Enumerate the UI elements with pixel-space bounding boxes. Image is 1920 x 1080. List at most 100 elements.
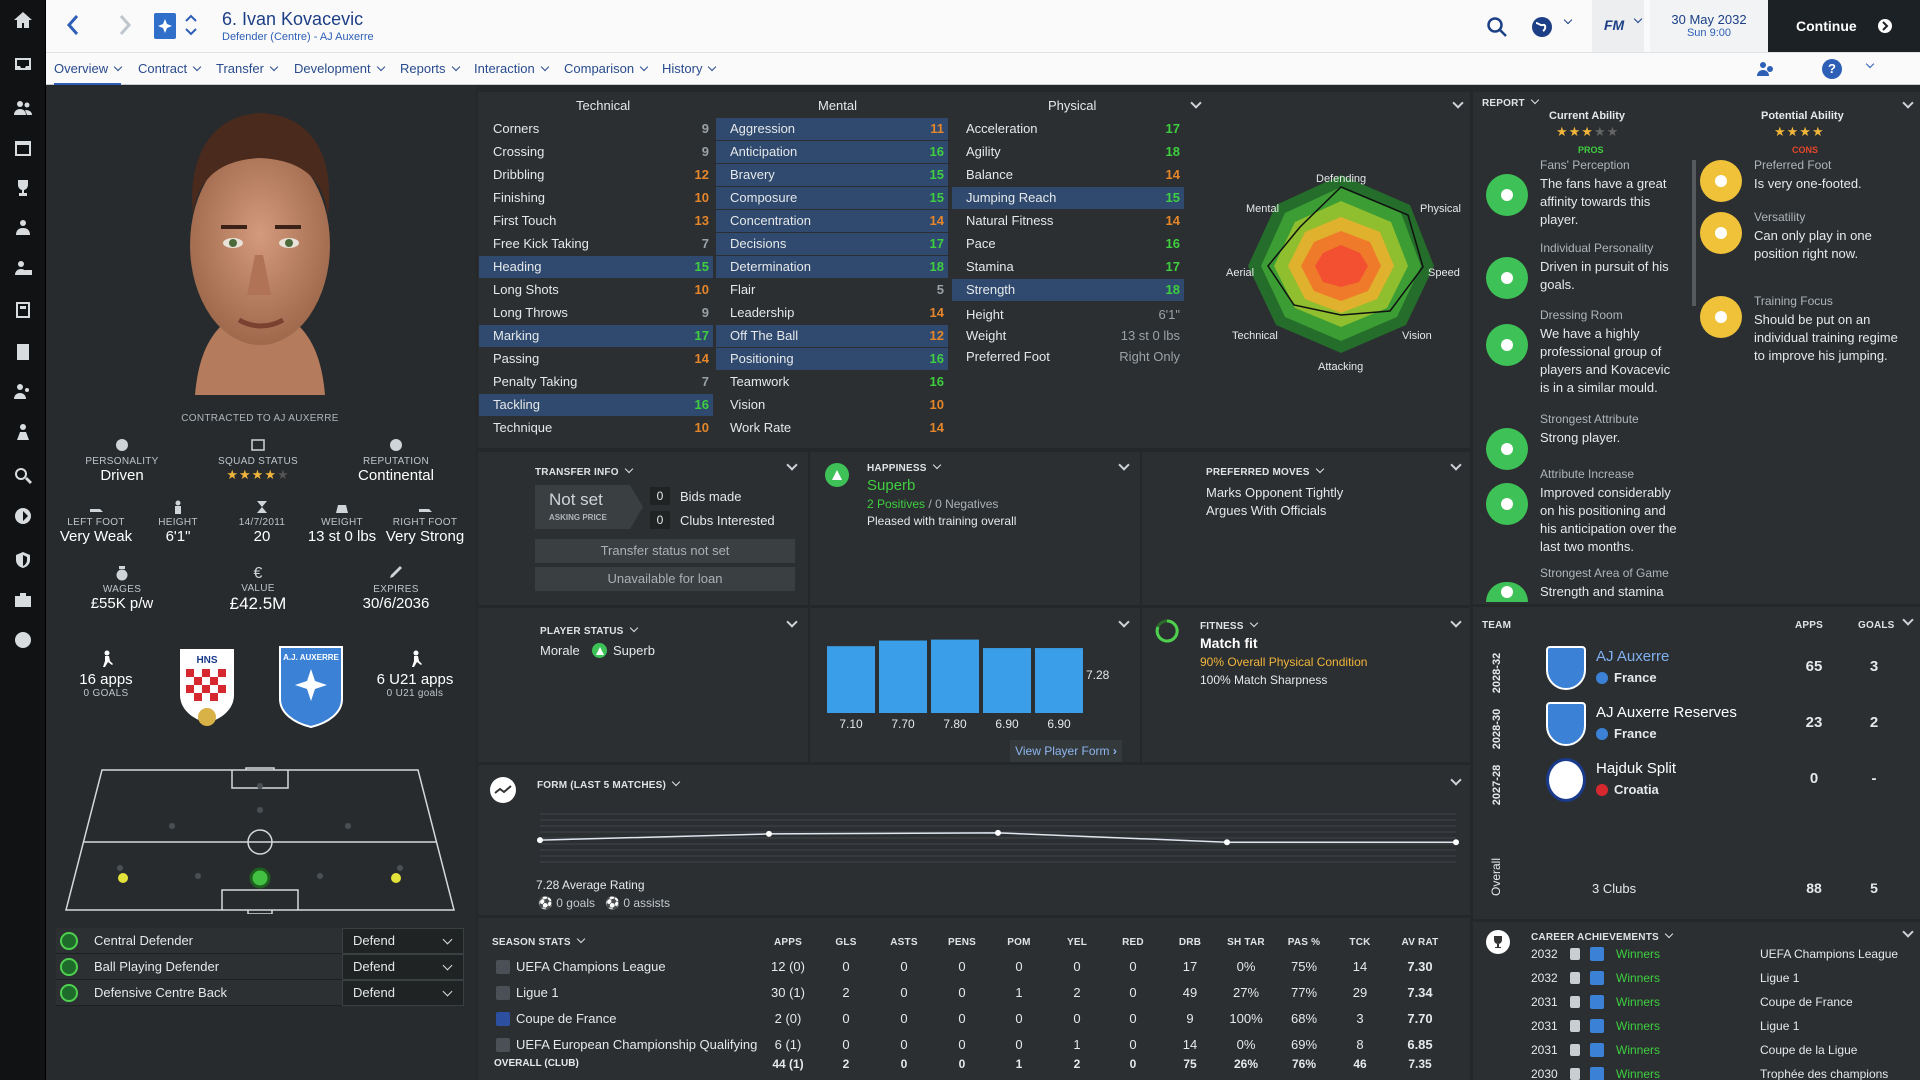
- globe-icon[interactable]: [1530, 15, 1554, 39]
- tab-reports[interactable]: Reports: [400, 53, 459, 85]
- squad-view-icon[interactable]: [1756, 59, 1776, 79]
- form-point[interactable]: [995, 829, 1001, 836]
- attribute-row[interactable]: Positioning 16: [716, 348, 948, 370]
- squad-icon[interactable]: [11, 96, 35, 120]
- form-bar[interactable]: [879, 640, 927, 713]
- stats-row[interactable]: UEFA European Championship Qualifying 6 (…: [490, 1032, 1440, 1058]
- attribute-row[interactable]: Composure 15: [716, 187, 948, 209]
- attribute-radar-chart[interactable]: [1220, 165, 1470, 375]
- stats-row[interactable]: Coupe de France 2 (0) 0 0 0 0 0 0 9 100% 68% 3 7.70: [490, 1006, 1440, 1032]
- history-team-row[interactable]: AJ Auxerre Reserves France 23 2: [1536, 696, 1920, 752]
- stats-row[interactable]: UEFA Champions League 12 (0) 0 0 0 0 0 0 17 0% 75%…: [490, 954, 1440, 980]
- attribute-row[interactable]: Heading 15: [479, 256, 713, 278]
- report-title[interactable]: REPORT: [1482, 98, 1538, 109]
- role-duty-select[interactable]: Defend: [342, 954, 464, 980]
- history-team-name[interactable]: Hajduk Split: [1596, 760, 1677, 777]
- medical-icon[interactable]: [11, 420, 35, 444]
- tab-contract[interactable]: Contract: [138, 53, 200, 85]
- view-player-form-button[interactable]: View Player Form ›: [1010, 740, 1122, 762]
- attribute-row[interactable]: Teamwork 16: [716, 371, 948, 393]
- stats-total-row[interactable]: OVERALL (CLUB) 44 (1) 2 0 0 1 2 0 75 26% 76% 46 7.35: [490, 1055, 1440, 1073]
- attribute-row[interactable]: Leadership 14: [716, 302, 948, 324]
- history-team-name[interactable]: AJ Auxerre: [1596, 648, 1670, 665]
- role-row[interactable]: Defensive Centre Back Defend: [56, 980, 464, 1006]
- role-row[interactable]: Ball Playing Defender Defend: [56, 954, 464, 980]
- stats-row[interactable]: Ligue 1 30 (1) 2 0 0 1 2 0 49 27% 77% 29 7.34: [490, 980, 1440, 1006]
- history-team-row[interactable]: Hajduk Split Croatia 0 -: [1536, 752, 1920, 808]
- player-status-title[interactable]: PLAYER STATUS: [540, 626, 637, 637]
- tab-development[interactable]: Development: [294, 53, 384, 85]
- stats-column-header[interactable]: ASTS: [890, 937, 918, 948]
- attribute-row[interactable]: Long Throws 9: [479, 302, 713, 324]
- u21-apps-block[interactable]: 6 U21 apps 0 U21 goals: [360, 650, 470, 699]
- data-icon[interactable]: [11, 340, 35, 364]
- stats-column-header[interactable]: APPS: [773, 937, 803, 948]
- date-display[interactable]: 30 May 2032 Sun 9:00: [1650, 0, 1768, 52]
- club-crest-icon[interactable]: [154, 13, 176, 39]
- croatia-badge[interactable]: HNS: [172, 643, 242, 729]
- attribute-row[interactable]: Concentration 14: [716, 210, 948, 232]
- attribute-row[interactable]: Determination 18: [716, 256, 948, 278]
- form-point[interactable]: [766, 830, 772, 837]
- attribute-row[interactable]: Anticipation 16: [716, 141, 948, 163]
- attribute-row[interactable]: Dribbling 12: [479, 164, 713, 186]
- help-icon[interactable]: ?: [1822, 59, 1842, 79]
- stats-column-header[interactable]: AV RAT: [1401, 937, 1439, 948]
- search-icon[interactable]: [1486, 16, 1508, 38]
- forward-button[interactable]: [118, 14, 132, 36]
- history-team-name[interactable]: AJ Auxerre Reserves: [1596, 704, 1737, 721]
- attribute-row[interactable]: Marking 17: [479, 325, 713, 347]
- tab-interaction[interactable]: Interaction: [474, 53, 548, 85]
- globe-dropdown-icon[interactable]: [1558, 14, 1571, 29]
- tab-overview[interactable]: Overview: [54, 53, 122, 85]
- stats-column-header[interactable]: GLS: [835, 937, 857, 948]
- tab-comparison[interactable]: Comparison: [564, 53, 647, 85]
- preferred-moves-title[interactable]: PREFERRED MOVES: [1206, 467, 1323, 478]
- continue-button[interactable]: Continue: [1768, 0, 1920, 52]
- role-row[interactable]: Central Defender Defend: [56, 928, 464, 954]
- achievement-row[interactable]: 2032 Winners Ligue 1: [1530, 966, 1910, 990]
- happiness-title[interactable]: HAPPINESS: [867, 463, 940, 474]
- stats-column-header[interactable]: PENS: [947, 937, 977, 948]
- position-marker-dc[interactable]: [249, 867, 271, 889]
- attribute-row[interactable]: Flair 5: [716, 279, 948, 301]
- achievement-row[interactable]: 2031 Winners Ligue 1: [1530, 1014, 1910, 1038]
- attribute-row[interactable]: Technique 10: [479, 417, 713, 439]
- tab-transfer[interactable]: Transfer: [216, 53, 277, 85]
- achievement-row[interactable]: 2031 Winners Coupe de la Ligue: [1530, 1038, 1910, 1062]
- form-bar[interactable]: [983, 648, 1031, 713]
- form-bar[interactable]: [931, 639, 979, 713]
- form-line-chart[interactable]: [536, 806, 1460, 866]
- tactics-icon[interactable]: [11, 298, 35, 322]
- stats-column-header[interactable]: DRB: [1178, 937, 1202, 948]
- player-switch-icon[interactable]: [184, 12, 198, 38]
- finances-icon[interactable]: [11, 628, 35, 652]
- history-team-row[interactable]: AJ Auxerre France 65 3: [1536, 640, 1920, 696]
- loan-status-button[interactable]: Unavailable for loan: [535, 567, 795, 591]
- attribute-row[interactable]: Balance 14: [952, 164, 1184, 186]
- happiness-negatives[interactable]: 0 Negatives: [935, 497, 999, 511]
- trophy-icon[interactable]: [11, 176, 35, 200]
- stats-column-header[interactable]: POM: [1007, 937, 1031, 948]
- inbox-icon[interactable]: [11, 52, 35, 76]
- attribute-row[interactable]: Agility 18: [952, 141, 1184, 163]
- role-duty-select[interactable]: Defend: [342, 980, 464, 1006]
- form-bar[interactable]: [827, 646, 875, 713]
- attribute-row[interactable]: Passing 14: [479, 348, 713, 370]
- attribute-row[interactable]: First Touch 13: [479, 210, 713, 232]
- attribute-row[interactable]: Free Kick Taking 7: [479, 233, 713, 255]
- attribute-row[interactable]: Crossing 9: [479, 141, 713, 163]
- stats-column-header[interactable]: SH TAR: [1227, 937, 1265, 948]
- happiness-positives[interactable]: 2 Positives: [867, 497, 926, 511]
- form-bar[interactable]: [1035, 648, 1083, 713]
- form-bar-chart[interactable]: 7.10 7.70 7.80 6.90 6.90 7.28: [820, 630, 1120, 734]
- achievement-row[interactable]: 2032 Winners UEFA Champions League: [1530, 942, 1910, 966]
- attribute-row[interactable]: Natural Fitness 14: [952, 210, 1184, 232]
- attribute-row[interactable]: Work Rate 14: [716, 417, 948, 439]
- attribute-row[interactable]: Vision 10: [716, 394, 948, 416]
- attribute-row[interactable]: Tackling 16: [479, 394, 713, 416]
- scouting-search-icon[interactable]: [11, 464, 35, 488]
- form-point[interactable]: [1224, 839, 1230, 846]
- staff-icon[interactable]: [11, 216, 35, 240]
- u21-icon[interactable]: [11, 256, 35, 280]
